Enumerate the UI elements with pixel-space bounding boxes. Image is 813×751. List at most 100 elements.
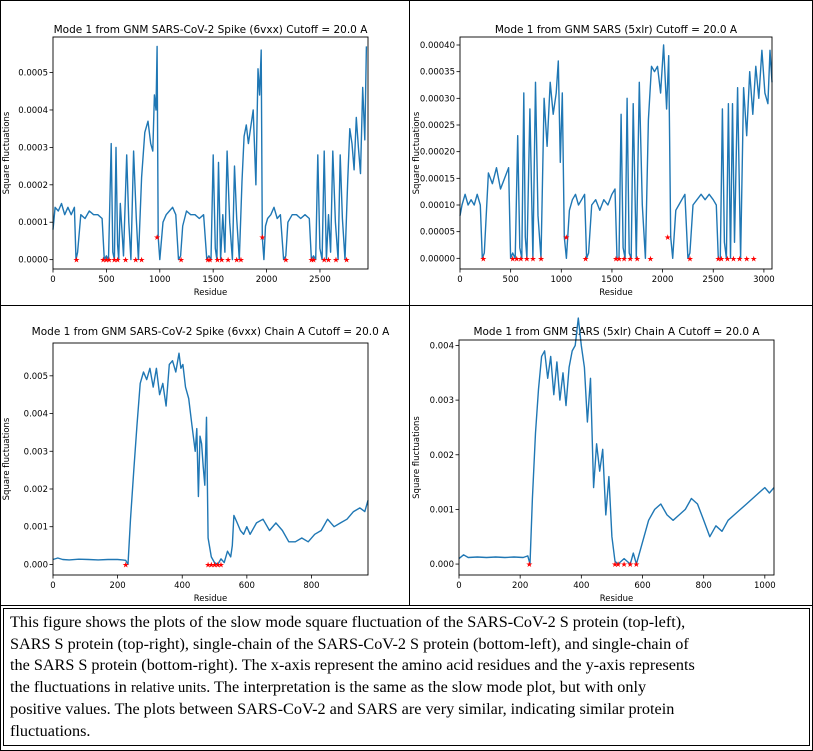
y-tick-label: 0.00015 (420, 174, 455, 184)
x-tick-label: 800 (696, 581, 712, 591)
x-tick-label: 2500 (309, 275, 331, 285)
marker-star: ★ (332, 256, 339, 265)
x-tick-label: 600 (239, 581, 255, 591)
marker-star: ★ (526, 560, 533, 569)
marker-star: ★ (647, 254, 654, 263)
series-line (459, 44, 773, 259)
x-tick-label: 1000 (149, 275, 171, 285)
y-tick-label: 0.002 (430, 451, 454, 461)
marker-star: ★ (621, 560, 628, 569)
x-tick-label: 600 (634, 581, 650, 591)
y-axis-label: Square fluctuations (412, 111, 422, 194)
y-tick-label: 0.004 (24, 410, 48, 420)
marker-star: ★ (233, 256, 240, 265)
series-line (458, 317, 775, 565)
y-tick-label: 0.005 (24, 372, 48, 382)
x-tick-label: 500 (503, 275, 519, 285)
chart-sars-cov-2-spike: Mode 1 from GNM SARS-CoV-2 Spike (6vxx) … (2, 24, 369, 298)
marker-star: ★ (154, 233, 161, 242)
marker-star: ★ (615, 254, 622, 263)
marker-star: ★ (537, 254, 544, 263)
y-tick-label: 0.003 (430, 396, 454, 406)
marker-star: ★ (513, 254, 520, 263)
marker-star: ★ (736, 254, 743, 263)
x-axis-label: Residue (194, 288, 228, 298)
caption-line: the fluctuations in relative units. The … (10, 677, 797, 700)
chart-title: Mode 1 from GNM SARS-CoV-2 Spike (6vxx) … (32, 326, 390, 338)
marker-star: ★ (206, 256, 213, 265)
marker-star: ★ (204, 560, 211, 569)
caption-line: positive values. The plots between SARS-… (10, 700, 675, 719)
x-tick-label: 400 (174, 581, 190, 591)
marker-star: ★ (214, 256, 221, 265)
marker-star: ★ (633, 560, 640, 569)
y-tick-label: 0.000 (24, 560, 48, 570)
chart-panel-top-left: Mode 1 from GNM SARS-CoV-2 Spike (6vxx) … (0, 0, 409, 305)
x-axis-label: Residue (599, 288, 633, 298)
y-tick-label: 0.00020 (420, 148, 455, 158)
y-tick-label: 0.0003 (18, 143, 48, 153)
marker-star: ★ (100, 256, 107, 265)
chart-panel-top-right: Mode 1 from GNM SARS (5xlr) Cutoff = 20.… (410, 0, 813, 305)
y-axis-label: Square fluctuations (2, 417, 12, 500)
marker-star: ★ (214, 560, 221, 569)
marker-star: ★ (105, 256, 112, 265)
y-tick-label: 0.00030 (420, 94, 455, 104)
caption-line: SARS S protein (top-right), single-chain… (10, 634, 689, 653)
marker-star: ★ (138, 256, 145, 265)
chart-panel-bottom-left: Mode 1 from GNM SARS-CoV-2 Spike (6vxx) … (0, 306, 409, 605)
marker-star: ★ (724, 254, 731, 263)
marker-star: ★ (730, 254, 737, 263)
x-tick-label: 1000 (550, 275, 572, 285)
x-tick-label: 1500 (202, 275, 224, 285)
x-tick-label: 2500 (702, 275, 724, 285)
marker-star: ★ (310, 256, 317, 265)
marker-star: ★ (111, 256, 118, 265)
caption-text: the fluctuations in (10, 677, 131, 696)
caption-line: fluctuations. (10, 721, 91, 740)
marker-star: ★ (308, 256, 315, 265)
marker-star: ★ (582, 254, 589, 263)
y-tick-label: 0.00000 (420, 254, 455, 264)
marker-star: ★ (612, 254, 619, 263)
x-tick-label: 2000 (256, 275, 278, 285)
marker-star: ★ (237, 256, 244, 265)
marker-star: ★ (259, 233, 266, 242)
chart-sars-5xlr: Mode 1 from GNM SARS (5xlr) Cutoff = 20.… (412, 24, 775, 298)
marker-star: ★ (634, 254, 641, 263)
x-tick-label: 0 (456, 581, 461, 591)
marker-star: ★ (204, 256, 211, 265)
figure-caption: This figure shows the plots of the slow … (4, 610, 803, 744)
marker-star: ★ (664, 233, 671, 242)
x-tick-label: 0 (457, 275, 462, 285)
marker-star: ★ (750, 254, 757, 263)
marker-star: ★ (627, 560, 634, 569)
x-tick-label: 1500 (601, 275, 623, 285)
caption-text: . The interpretation is the same as the … (206, 677, 647, 696)
marker-star: ★ (73, 256, 80, 265)
marker-star: ★ (563, 233, 570, 242)
x-axis-label: Residue (194, 594, 228, 604)
y-tick-label: 0.004 (430, 341, 454, 351)
chart-sars-chain-a: Mode 1 from GNM SARS (5xlr) Chain A Cuto… (412, 317, 776, 604)
marker-star: ★ (509, 254, 516, 263)
marker-star: ★ (225, 256, 232, 265)
x-tick-label: 2000 (652, 275, 674, 285)
x-tick-label: 500 (98, 275, 114, 285)
marker-star: ★ (114, 256, 121, 265)
y-tick-label: 0.00005 (420, 228, 455, 238)
marker-star: ★ (715, 254, 722, 263)
y-tick-label: 0.000 (430, 560, 454, 570)
x-tick-label: 800 (303, 581, 319, 591)
marker-star: ★ (529, 254, 536, 263)
marker-star: ★ (218, 256, 225, 265)
marker-star: ★ (282, 256, 289, 265)
y-tick-label: 0.0000 (18, 256, 48, 266)
x-tick-label: 1000 (754, 581, 776, 591)
chart-title: Mode 1 from GNM SARS (5xlr) Cutoff = 20.… (495, 24, 738, 36)
y-tick-label: 0.00025 (420, 121, 455, 131)
y-tick-label: 0.001 (24, 523, 48, 533)
marker-star: ★ (627, 254, 634, 263)
marker-star: ★ (122, 560, 129, 569)
marker-star: ★ (517, 254, 524, 263)
